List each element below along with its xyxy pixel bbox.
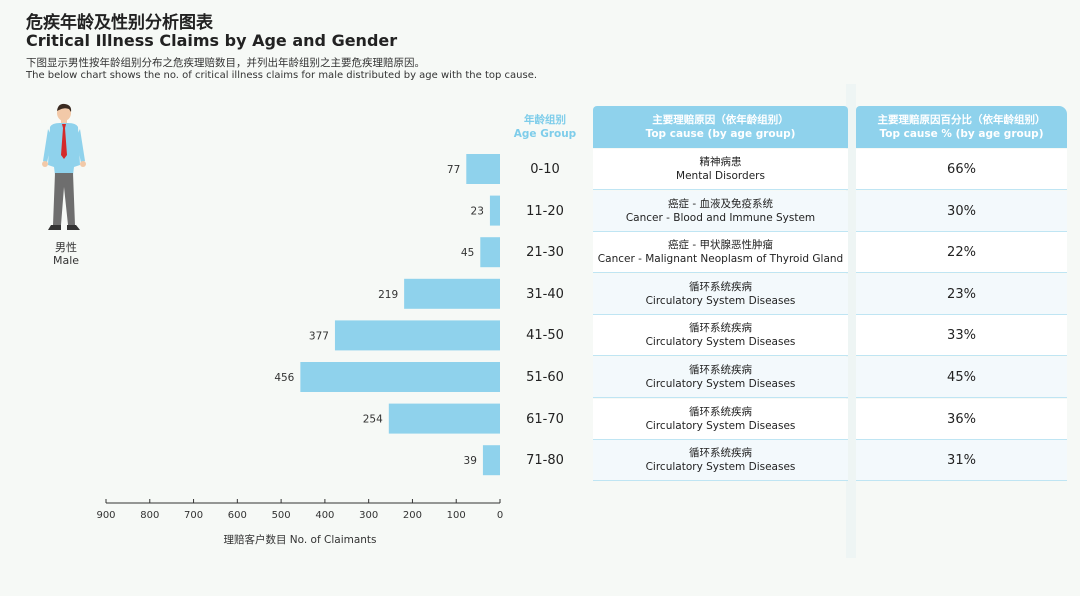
top-cause-cell: 精神病患 Mental Disorders [593, 149, 848, 190]
gender-label-zh: 男性 [55, 241, 77, 254]
bar-31-40 [404, 278, 500, 309]
age-group-cell: 41-50 [526, 327, 564, 343]
x-axis-tick-label: 200 [403, 510, 422, 521]
bar-0-10 [466, 154, 500, 184]
male-person-icon [42, 103, 86, 230]
top-cause-pct-cell: 36% [856, 399, 1067, 440]
age-group-cell: 21-30 [526, 244, 564, 260]
subtitle-zh: 下图显示男性按年龄组别分布之危疾理赔数目，并列出年龄组别之主要危疾理赔原因。 [26, 57, 425, 69]
top-cause-en: Circulatory System Diseases [645, 336, 796, 348]
x-axis-tick-label: 400 [315, 510, 334, 521]
top-cause-en: Cancer - Malignant Neoplasm of Thyroid G… [597, 253, 844, 265]
top-cause-cell: 循环系统疾病 Circulatory System Diseases [593, 440, 848, 481]
top-cause-pct-cell: 23% [856, 274, 1067, 315]
age-group-header-en: Age Group [513, 128, 577, 140]
bar-21-30 [480, 237, 500, 268]
bar-value-label: 77 [447, 164, 460, 176]
top-cause-en: Circulatory System Diseases [645, 295, 796, 307]
page-title-zh: 危疾年龄及性别分析图表 [26, 13, 213, 33]
column-divider [846, 84, 856, 558]
bar-value-label: 45 [461, 247, 474, 259]
subtitle-en: The below chart shows the no. of critica… [26, 70, 538, 81]
bar-value-label: 254 [363, 414, 383, 426]
page-title-en: Critical Illness Claims by Age and Gende… [26, 31, 398, 50]
top-cause-header-en: Top cause (by age group) [645, 128, 796, 140]
age-group-cell: 0-10 [530, 161, 560, 177]
top-cause-pct-header: 主要理赔原因百分比（依年龄组别） Top cause % (by age gro… [856, 106, 1067, 148]
top-cause-zh: 癌症 - 血液及免疫系统 [668, 198, 773, 210]
top-cause-cell: 循环系统疾病 Circulatory System Diseases [593, 274, 848, 315]
top-cause-pct-cell: 45% [856, 357, 1067, 398]
top-cause-pct-cell: 22% [856, 232, 1067, 273]
top-cause-en: Circulatory System Diseases [645, 378, 796, 390]
age-group-header-zh: 年龄组别 [524, 114, 566, 126]
bar-value-label: 377 [309, 330, 329, 342]
age-group-cell: 11-20 [526, 203, 564, 219]
x-axis-tick-label: 0 [497, 510, 503, 521]
x-axis-tick-label: 600 [228, 510, 247, 521]
age-group-cell: 51-60 [526, 369, 564, 385]
top-cause-zh: 循环系统疾病 [689, 322, 752, 334]
bar-71-80 [482, 445, 500, 476]
bar-value-label: 219 [378, 289, 398, 301]
top-cause-cell: 循环系统疾病 Circulatory System Diseases [593, 357, 848, 398]
age-group-cell: 31-40 [526, 286, 564, 302]
gender-label-en: Male [52, 254, 80, 267]
top-cause-header-zh: 主要理赔原因（依年龄组别） [652, 114, 789, 126]
top-cause-zh: 循环系统疾病 [689, 364, 752, 376]
top-cause-cell: 癌症 - 血液及免疫系统 Cancer - Blood and Immune Sy… [593, 191, 848, 232]
bar-41-50 [334, 320, 500, 351]
bar-value-label: 39 [464, 455, 477, 467]
top-cause-pct-header-en: Top cause % (by age group) [879, 128, 1044, 140]
x-axis-tick-label: 700 [184, 510, 203, 521]
top-cause-cell: 循环系统疾病 Circulatory System Diseases [593, 315, 848, 356]
top-cause-header: 主要理赔原因（依年龄组别） Top cause (by age group) [593, 106, 848, 148]
bar-51-60 [300, 362, 500, 392]
top-cause-zh: 循环系统疾病 [689, 406, 752, 418]
top-cause-zh: 循环系统疾病 [689, 281, 752, 293]
top-cause-cell: 癌症 - 甲状腺恶性肿瘤 Cancer - Malignant Neoplasm … [593, 232, 848, 273]
age-group-cell: 71-80 [526, 452, 564, 468]
x-axis-label: 理赔客户数目 No. of Claimants [223, 534, 377, 546]
top-cause-pct-cell: 30% [856, 191, 1067, 232]
bar-value-label: 23 [471, 206, 484, 218]
x-axis-tick-label: 500 [272, 510, 291, 521]
x-axis-tick-label: 800 [140, 510, 159, 521]
top-cause-en: Circulatory System Diseases [645, 461, 796, 473]
bar-11-20 [489, 195, 500, 226]
age-group-cell: 61-70 [526, 411, 564, 427]
x-axis-tick-label: 300 [359, 510, 378, 521]
bar-61-70 [388, 403, 500, 434]
x-axis-tick-label: 900 [96, 510, 115, 521]
top-cause-zh: 精神病患 [699, 156, 742, 168]
top-cause-cell: 循环系统疾病 Circulatory System Diseases [593, 399, 848, 440]
top-cause-pct-cell: 31% [856, 440, 1067, 481]
top-cause-en: Circulatory System Diseases [645, 420, 796, 432]
top-cause-en: Cancer - Blood and Immune System [625, 212, 816, 224]
top-cause-pct-cell: 66% [856, 149, 1067, 190]
age-group-header: 年龄组别 Age Group [510, 113, 580, 141]
top-cause-zh: 循环系统疾病 [689, 447, 752, 459]
top-cause-pct-cell: 33% [856, 315, 1067, 356]
top-cause-pct-header-zh: 主要理赔原因百分比（依年龄组别） [877, 114, 1046, 126]
top-cause-zh: 癌症 - 甲状腺恶性肿瘤 [668, 239, 773, 251]
x-axis-tick-label: 100 [447, 510, 466, 521]
bar-value-label: 456 [274, 372, 294, 384]
top-cause-en: Mental Disorders [676, 170, 765, 182]
